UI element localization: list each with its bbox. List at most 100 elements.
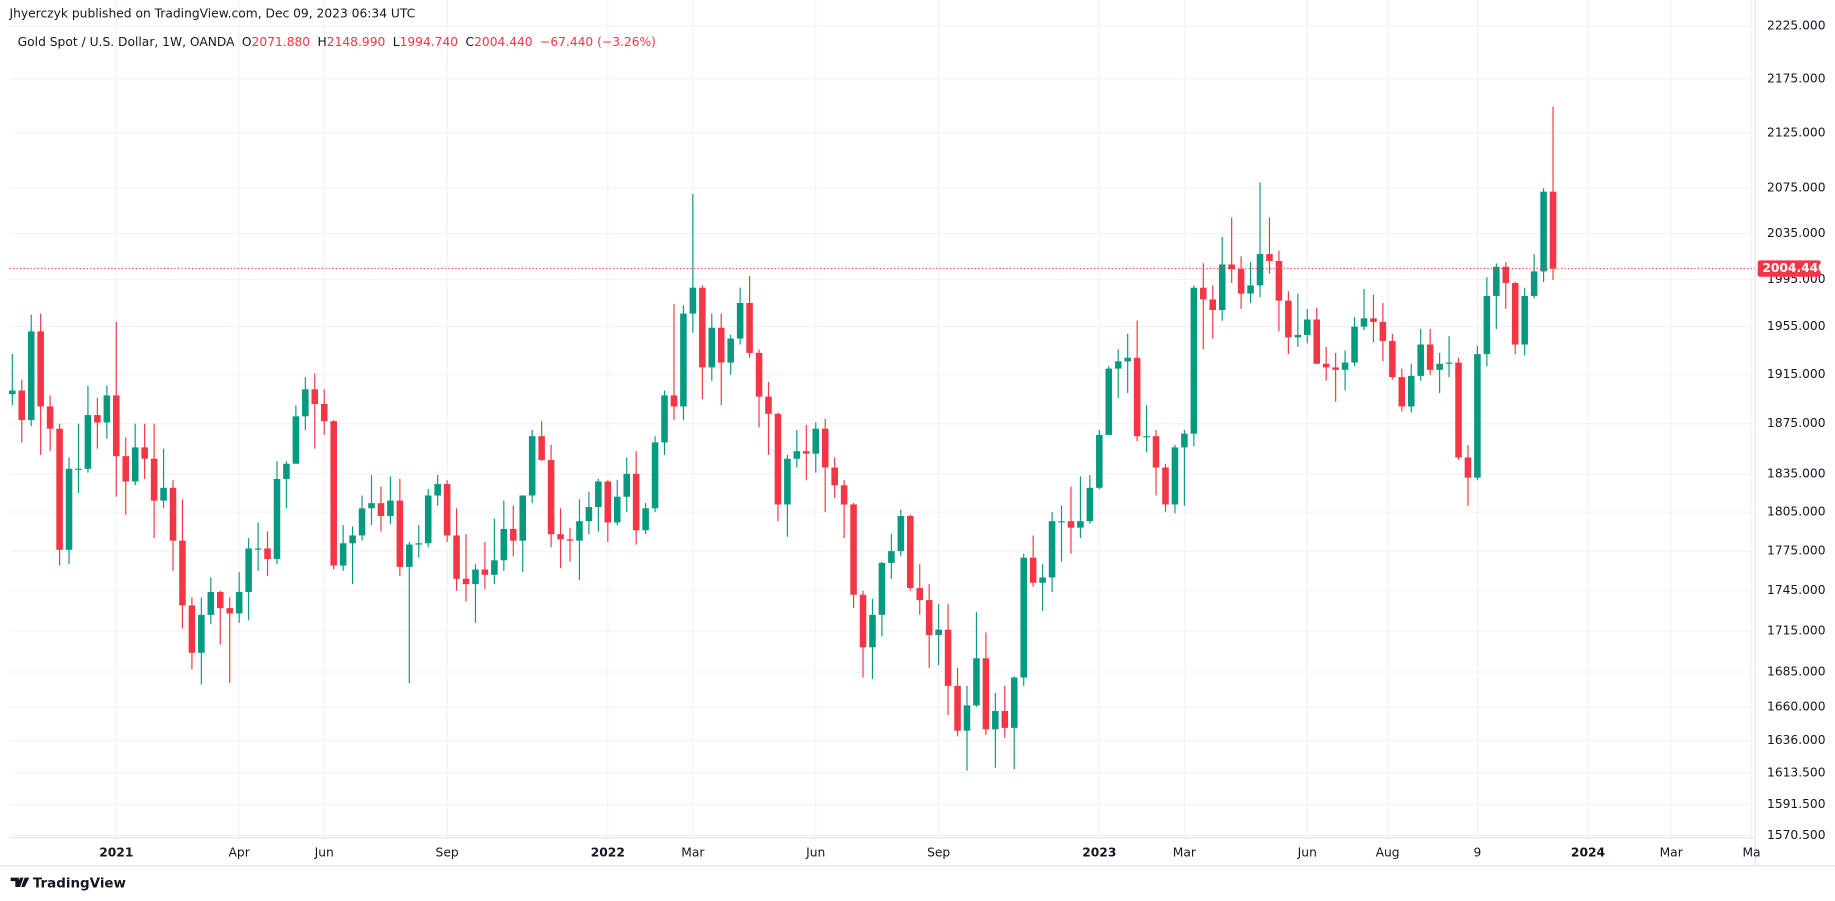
candle-body bbox=[944, 629, 952, 686]
candle-body bbox=[717, 327, 725, 363]
candle-body bbox=[613, 496, 621, 523]
candle-body bbox=[283, 463, 290, 479]
x-tick-label: 9 bbox=[1474, 846, 1482, 860]
candle-body bbox=[1511, 283, 1519, 345]
candle-body bbox=[1200, 287, 1207, 300]
candle-body bbox=[235, 592, 243, 614]
candle-body bbox=[245, 548, 252, 593]
candle-body bbox=[1114, 361, 1122, 369]
candle-body bbox=[481, 569, 489, 575]
candle-body bbox=[1010, 677, 1018, 728]
candle-body bbox=[358, 508, 366, 536]
candle-body bbox=[150, 458, 158, 501]
change-pct: (−3.26%) bbox=[597, 35, 656, 49]
candle-body bbox=[1218, 264, 1226, 311]
candle-body bbox=[1256, 254, 1264, 286]
candle-body bbox=[339, 543, 347, 566]
candle-body bbox=[670, 395, 678, 407]
candle-body bbox=[793, 451, 801, 459]
candle-body bbox=[1039, 577, 1046, 583]
x-tick-label: Sep bbox=[436, 846, 459, 860]
candle-body bbox=[1398, 377, 1406, 407]
candle-body bbox=[84, 415, 92, 469]
candle-body bbox=[216, 592, 224, 609]
candle-body bbox=[472, 569, 479, 585]
candle-body bbox=[1540, 191, 1547, 272]
candle-body bbox=[1379, 321, 1387, 341]
candle-body bbox=[1058, 521, 1065, 523]
candle-body bbox=[1247, 285, 1254, 294]
candle-body bbox=[623, 473, 630, 497]
candle-body bbox=[491, 560, 498, 575]
candle-body bbox=[1417, 344, 1424, 376]
candle-body bbox=[878, 562, 886, 615]
candle-body bbox=[1096, 434, 1103, 488]
candle-body bbox=[1077, 521, 1084, 528]
candle-body bbox=[963, 705, 971, 731]
candle-body bbox=[1530, 271, 1538, 296]
c-value: 2004.440 bbox=[474, 35, 533, 49]
candle-body bbox=[1351, 326, 1358, 363]
candle-body bbox=[226, 608, 233, 614]
candle-body bbox=[755, 352, 763, 397]
candle-body bbox=[680, 313, 687, 407]
candle-body bbox=[566, 539, 574, 541]
candle-body bbox=[46, 406, 54, 429]
candle-body bbox=[528, 436, 536, 496]
symbol: Gold Spot / U.S. Dollar, 1W, OANDA bbox=[18, 35, 235, 49]
y-tick-label: 1745.000 bbox=[1767, 583, 1826, 597]
candle-body bbox=[1493, 266, 1500, 296]
candle-body bbox=[1275, 260, 1283, 301]
candle-body bbox=[330, 421, 337, 566]
candle-body bbox=[56, 428, 63, 550]
candle-body bbox=[198, 614, 205, 653]
candle-body bbox=[27, 331, 35, 421]
candle-body bbox=[94, 415, 101, 423]
candle-body bbox=[1341, 362, 1349, 370]
candle-body bbox=[576, 521, 583, 541]
candle-body bbox=[1483, 295, 1491, 355]
x-tick-label: Mar bbox=[681, 846, 705, 860]
candle-body bbox=[254, 548, 262, 550]
candle-body bbox=[708, 327, 716, 368]
candle-body bbox=[1086, 487, 1094, 522]
candle-body bbox=[557, 534, 564, 540]
candle-body bbox=[37, 331, 44, 407]
x-tick-label: 2021 bbox=[99, 846, 133, 860]
candle-body bbox=[954, 685, 961, 731]
candle-body bbox=[982, 658, 990, 730]
y-tick-label: 1835.000 bbox=[1767, 466, 1826, 480]
candle-body bbox=[1067, 521, 1075, 528]
candle-body bbox=[774, 413, 782, 505]
candle-body bbox=[850, 504, 857, 595]
candle-body bbox=[1228, 264, 1235, 270]
l-value: 1994.740 bbox=[400, 35, 459, 49]
y-tick-label: 1613.500 bbox=[1767, 765, 1826, 779]
candle-body bbox=[1303, 319, 1311, 335]
o-key: O bbox=[242, 35, 252, 49]
candle-body bbox=[888, 551, 895, 563]
x-tick-label: Ma bbox=[1742, 846, 1760, 860]
candle-body bbox=[1389, 340, 1396, 378]
candle-body bbox=[1143, 436, 1150, 438]
x-tick-label: Jun bbox=[805, 846, 825, 860]
h-value: 2148.990 bbox=[327, 35, 386, 49]
candle-body bbox=[916, 588, 924, 601]
candle-body bbox=[1313, 319, 1321, 364]
candle-body bbox=[1105, 368, 1113, 435]
x-tick-label: Aug bbox=[1376, 846, 1400, 860]
candle-body bbox=[1266, 254, 1273, 261]
candle-body bbox=[462, 578, 470, 585]
candle-body bbox=[387, 500, 394, 517]
y-tick-label: 1636.000 bbox=[1767, 733, 1826, 747]
x-tick-label: 2022 bbox=[591, 846, 625, 860]
candle-body bbox=[736, 302, 744, 339]
h-key: H bbox=[318, 35, 327, 49]
c-key: C bbox=[466, 35, 475, 49]
candle-body bbox=[585, 507, 593, 522]
candle-body bbox=[311, 389, 319, 404]
candles bbox=[9, 106, 1756, 771]
candle-body bbox=[453, 535, 460, 579]
